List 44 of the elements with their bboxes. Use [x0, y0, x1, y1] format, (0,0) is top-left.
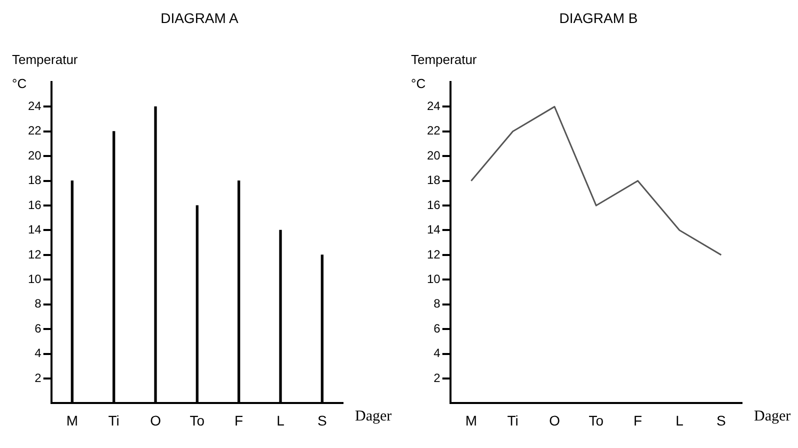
chart-title: DIAGRAM B	[558, 10, 639, 26]
y-tick-label: 6	[434, 321, 441, 336]
x-tick-label: F	[634, 412, 642, 428]
x-tick-label: Ti	[507, 412, 518, 428]
y-tick-label: 4	[434, 346, 441, 360]
x-tick-label: S	[716, 412, 726, 428]
y-axis-title: Temperatur °C	[12, 51, 79, 93]
x-tick-label: Ti	[108, 412, 120, 428]
y-tick-label: 12	[426, 247, 441, 262]
x-tick-label: M	[465, 412, 478, 428]
y-tick-label: 20	[426, 148, 441, 162]
x-tick-label: F	[234, 412, 244, 428]
x-axis-title: Dager	[754, 408, 791, 425]
y-tick-label: 10	[28, 272, 42, 286]
y-tick-label: 20	[28, 148, 42, 162]
x-tick-label: O	[150, 412, 162, 428]
y-tick-label: 24	[426, 99, 441, 114]
chart-title: DIAGRAM A	[160, 10, 240, 26]
x-tick-label: L	[276, 412, 285, 428]
y-tick-label: 8	[434, 296, 441, 311]
y-tick-label: 22	[426, 124, 441, 138]
y-axis-title: Temperatur °C	[411, 51, 478, 93]
y-tick-label: 10	[426, 272, 441, 286]
y-tick-label: 6	[34, 321, 42, 336]
x-axis-title: Dager	[355, 408, 392, 425]
y-tick-label: 8	[34, 296, 42, 311]
y-tick-label: 18	[426, 173, 441, 188]
x-tick-label: M	[66, 412, 78, 428]
y-tick-label: 2	[434, 370, 441, 385]
y-tick-label: 14	[426, 222, 441, 237]
y-tick-label: 22	[28, 124, 42, 138]
y-tick-label: 4	[34, 346, 42, 360]
x-tick-label: To	[190, 412, 205, 428]
y-tick-label: 14	[28, 222, 42, 237]
y-tick-label: 16	[28, 198, 42, 212]
x-tick-label: L	[676, 412, 684, 428]
y-tick-label: 12	[28, 247, 42, 262]
y-tick-label: 24	[28, 99, 42, 114]
x-tick-label: O	[549, 412, 560, 428]
y-tick-label: 16	[426, 198, 441, 212]
y-tick-label: 18	[28, 173, 42, 188]
x-tick-label: S	[317, 412, 327, 428]
y-tick-label: 2	[34, 370, 42, 385]
x-tick-label: To	[588, 412, 604, 428]
